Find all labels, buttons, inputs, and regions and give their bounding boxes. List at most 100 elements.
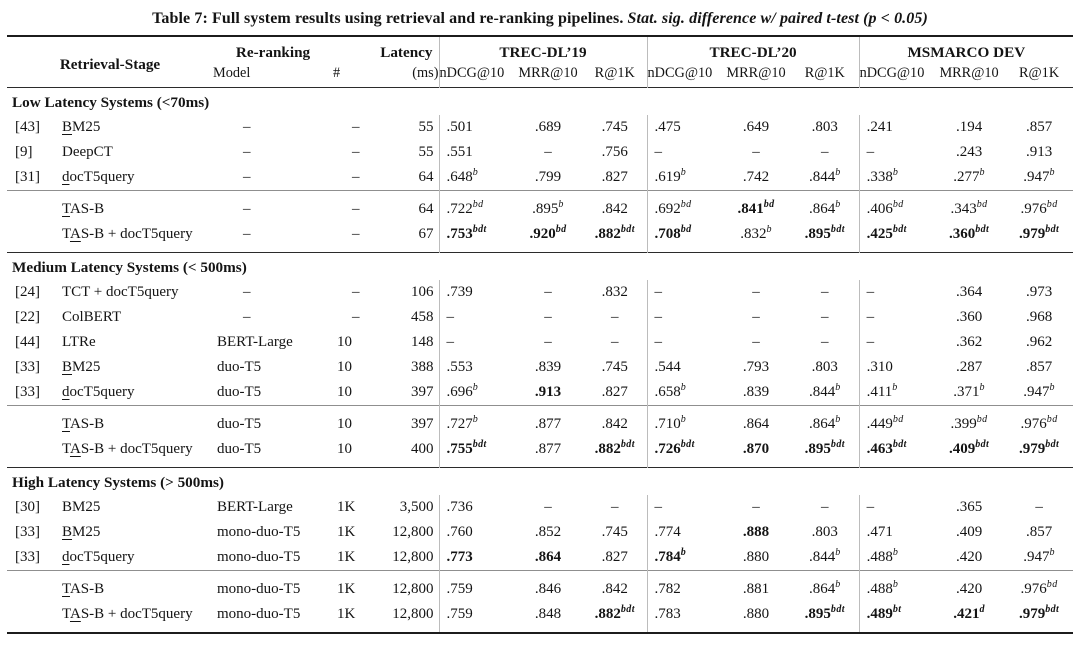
rerank-count-cell: – <box>352 284 360 300</box>
stat-sig-marker: b <box>472 382 479 393</box>
tasb-table-row: TAS-B mono-duo-T5 1K 12,800.759.846.842.782… <box>7 570 1074 602</box>
metric-cell: .799 <box>534 169 562 185</box>
metric-cell: – <box>858 495 934 520</box>
stat-sig-marker: bdt <box>620 224 635 235</box>
retrieval-stage-cell: docT5query <box>62 549 135 565</box>
metric-cell: .501 <box>438 115 513 140</box>
metric-cell: – <box>544 284 552 300</box>
metric-cell: .877 <box>534 441 562 457</box>
metric-cell: .920bd <box>529 224 567 243</box>
metric-cell: .844b <box>808 547 841 566</box>
retrieval-stage-cell: TCT + docT5query <box>62 284 179 300</box>
ref-cell: [22] <box>15 309 40 325</box>
metric-cell: – <box>544 499 552 515</box>
metric-cell: .864 <box>534 549 562 565</box>
section-header-row: Low Latency Systems (<70ms) <box>7 88 1073 116</box>
metric-cell: .488b <box>858 545 934 571</box>
metric-cell: .947b <box>1023 167 1055 186</box>
rerank-model-cell: duo-T5 <box>217 384 262 400</box>
metric-cell: .727b <box>438 405 513 437</box>
table-caption: Table 7: Full system results using retri… <box>0 0 1080 35</box>
metric-cell: .489bt <box>858 602 934 633</box>
col-dl20-mrr: MRR@10 <box>726 65 786 81</box>
tasb-table-row: TAS-B duo-T5 10 397.727b .877.842.710b .864.8… <box>7 405 1074 437</box>
metric-cell: .360bdt <box>948 224 990 243</box>
rerank-model-cell: BERT-Large <box>217 334 293 350</box>
ref-cell <box>7 602 53 633</box>
col-msm-ndcg: nDCG@10 <box>858 63 934 88</box>
rerank-model-cell: – <box>243 169 251 185</box>
latency-cell: 148 <box>411 334 434 350</box>
retrieval-stage-cell: BM25 <box>62 524 101 540</box>
caption-emphasis: Stat. sig. difference w/ paired t-test (… <box>627 10 928 27</box>
stat-sig-marker: b <box>835 579 841 590</box>
latency-cell: 3,500 <box>399 499 434 515</box>
results-table: Retrieval-Stage Re-ranking Latency TREC-… <box>7 35 1074 634</box>
underlined-letter: A <box>69 226 81 242</box>
metric-cell: .842 <box>583 570 648 602</box>
rerank-count-cell: 10 <box>333 405 383 437</box>
retrieval-stage-cell: DeepCT <box>62 144 113 160</box>
metric-cell: .976bd <box>1005 405 1074 437</box>
metric-cell: .803 <box>811 524 838 540</box>
metric-cell: – <box>821 334 829 350</box>
stat-sig-marker: b <box>979 167 985 178</box>
col-msm-r1k: R@1K <box>1018 65 1060 81</box>
metric-cell: – <box>646 280 722 305</box>
metric-cell: .842 <box>583 405 648 437</box>
stat-sig-marker: bdt <box>892 224 907 235</box>
table-row: [33] docT5query duo-T5 10 397.696b .913 .827 .6… <box>7 380 1073 406</box>
metric-cell: – <box>752 144 760 160</box>
metric-cell: .895bdt <box>804 224 845 243</box>
metric-cell: .773 <box>438 545 513 571</box>
metric-cell: .803 <box>811 359 838 375</box>
metric-cell: .343bd <box>933 190 1006 222</box>
metric-cell: .848 <box>534 606 562 622</box>
section-header: Low Latency Systems (<70ms) <box>12 94 210 111</box>
section-header-row: High Latency Systems (> 500ms) <box>7 467 1074 495</box>
metric-cell: .774 <box>646 520 722 545</box>
metric-cell: .551 <box>438 140 513 165</box>
metric-cell: .880 <box>742 606 770 622</box>
metric-cell: – <box>438 305 513 330</box>
metric-cell: .420 <box>933 570 1006 602</box>
metric-cell: .880 <box>742 549 770 565</box>
caption-text: Table 7: Full system results using retri… <box>152 10 628 27</box>
col-dl19-ndcg: nDCG@10 <box>438 63 513 88</box>
metric-cell: .857 <box>1025 359 1053 375</box>
tasb-table-row: TAS-B + docT5query mono-duo-T5 1K 12,800.75… <box>7 602 1073 633</box>
metric-cell: .864b <box>791 570 860 602</box>
retrieval-stage-cell: ColBERT <box>62 309 122 325</box>
metric-cell: .759 <box>438 602 513 633</box>
metric-cell: .488b <box>858 570 934 602</box>
ref-cell <box>7 570 53 602</box>
metric-cell: .760 <box>438 520 513 545</box>
ref-cell <box>7 437 53 468</box>
retrieval-stage-cell: BM25 <box>62 359 101 375</box>
rerank-model-cell: mono-duo-T5 <box>217 524 301 540</box>
stat-sig-marker: bdt <box>472 224 487 235</box>
latency-cell: 397 <box>383 405 439 437</box>
metric-cell: .913 <box>1025 144 1053 160</box>
stat-sig-marker: b <box>835 167 841 178</box>
stat-sig-marker: b <box>680 167 687 178</box>
metric-cell: .877 <box>513 405 583 437</box>
metric-cell: .463bdt <box>858 437 934 468</box>
rerank-count-cell: – <box>333 190 383 222</box>
stat-sig-marker: bd <box>680 224 692 235</box>
stat-sig-marker: bdt <box>1045 224 1060 235</box>
metric-cell: – <box>646 140 722 165</box>
metric-cell: – <box>858 140 934 165</box>
metric-cell: .976bd <box>1005 570 1074 602</box>
metric-cell: .409 <box>955 524 983 540</box>
metric-cell: .839 <box>742 384 770 400</box>
metric-cell: – <box>752 334 760 350</box>
stat-sig-marker: bdt <box>620 439 635 450</box>
retrieval-stage-cell: TAS-B <box>53 570 213 602</box>
stat-sig-marker: b <box>892 579 899 590</box>
stat-sig-marker: bdt <box>620 604 635 615</box>
underlined-letter: T <box>62 201 70 217</box>
underlined-letter: A <box>69 441 81 457</box>
rerank-model-cell: – <box>243 144 251 160</box>
stat-sig-marker: bt <box>892 604 902 615</box>
